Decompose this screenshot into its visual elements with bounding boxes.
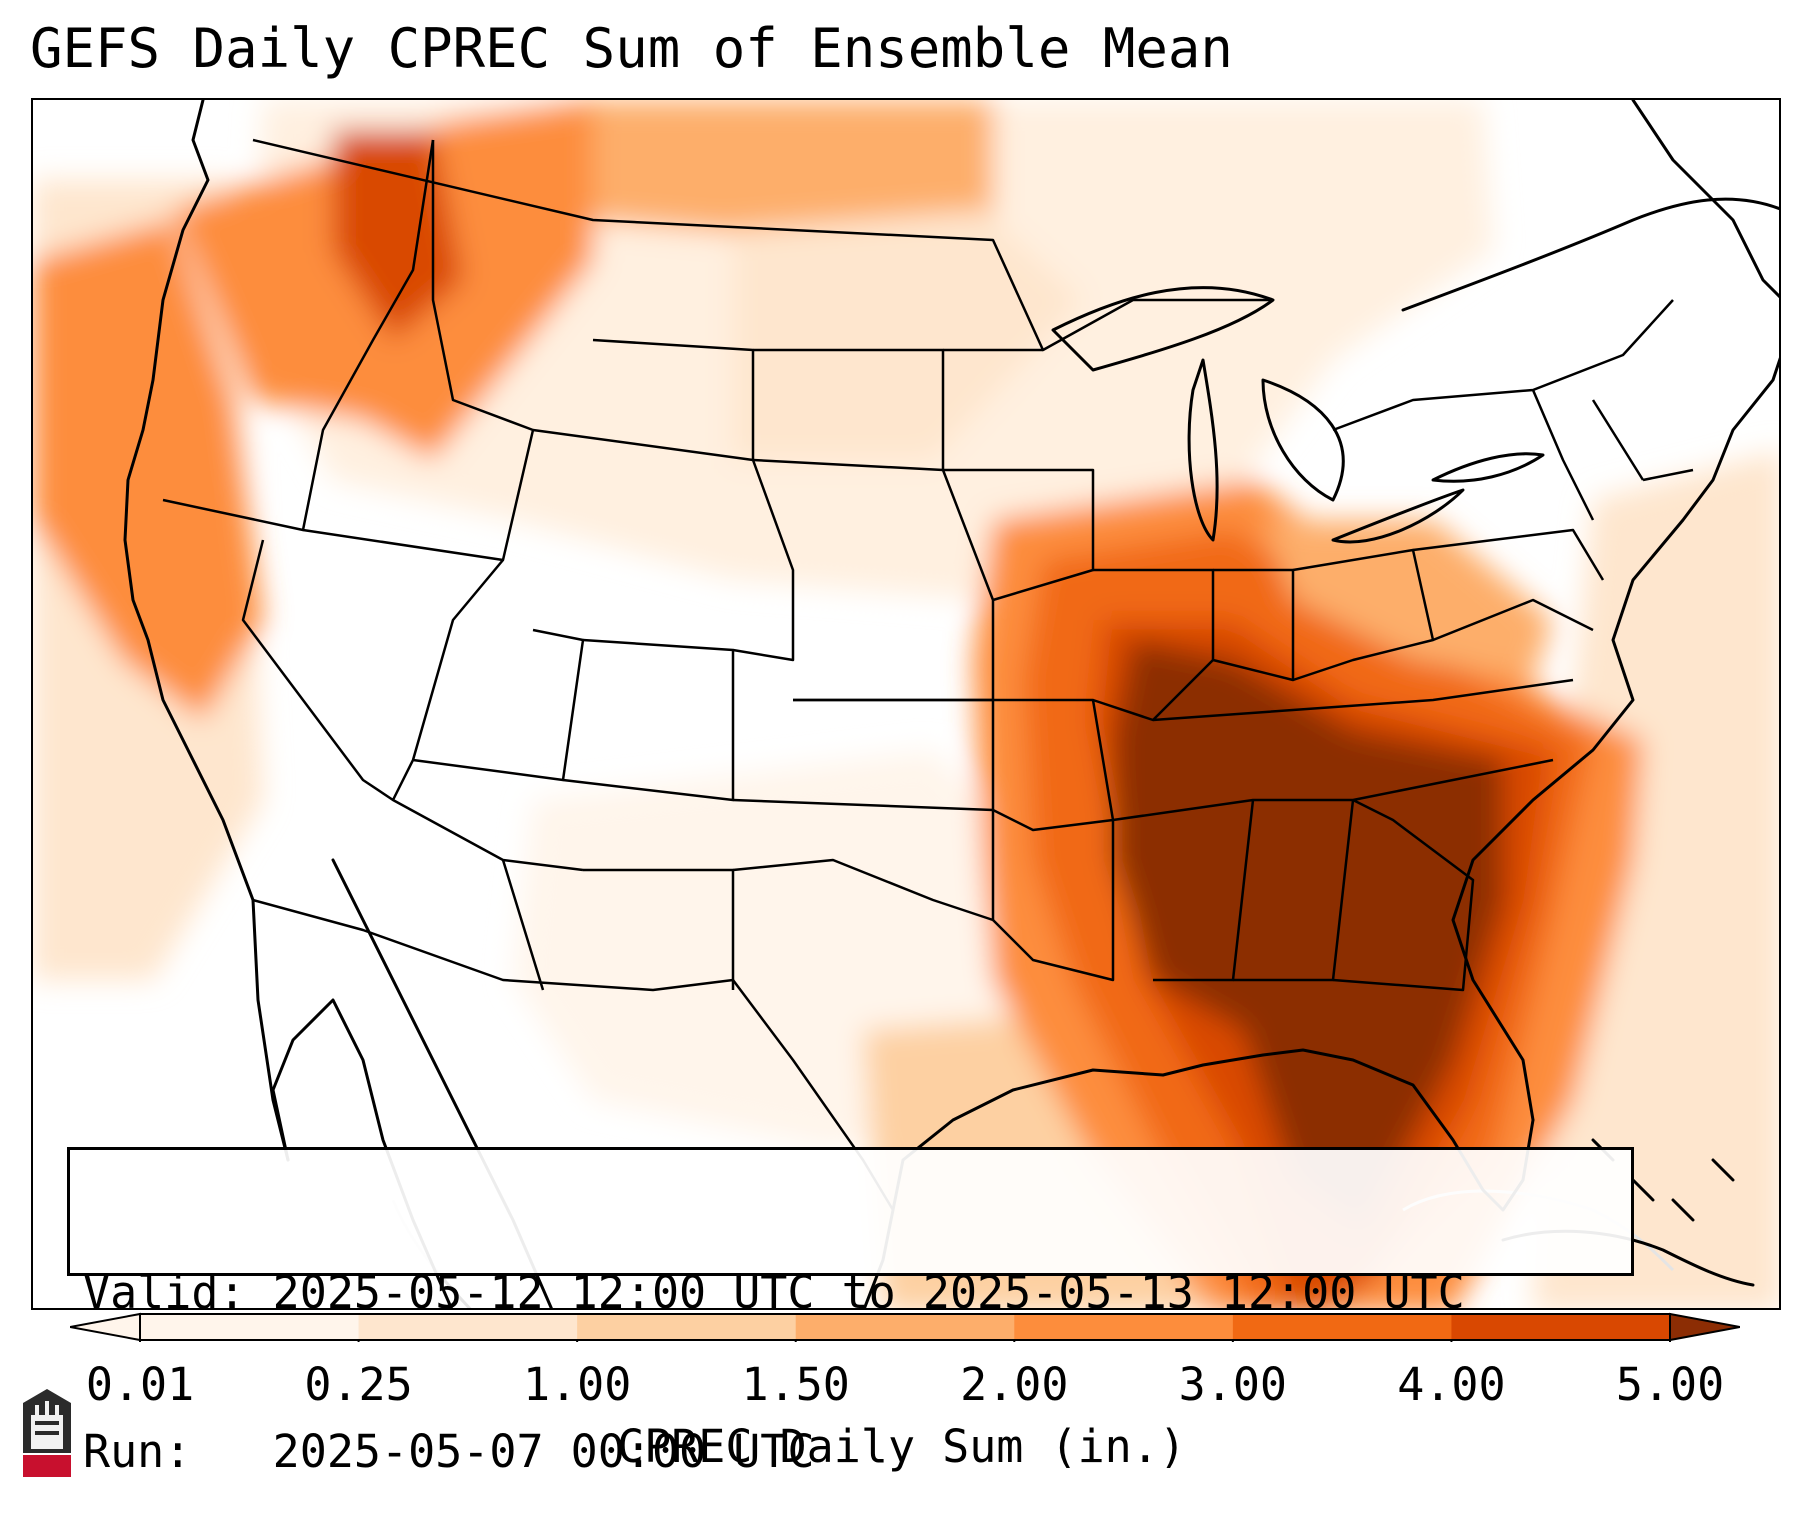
colorbar-tick-label: 1.00 — [522, 1358, 632, 1411]
precip-north-plains — [733, 210, 1083, 460]
logo-graphic — [23, 1389, 71, 1477]
colorbar-tick-label: 1.50 — [741, 1358, 850, 1411]
colorbar-swatch — [795, 1314, 1015, 1340]
valid-time-text: Valid: 2025-05-12 12:00 UTC to 2025-05-1… — [83, 1266, 1465, 1319]
colorbar-swatch — [358, 1314, 578, 1340]
colorbar — [69, 1312, 1741, 1342]
colorbar-tick-label: 0.01 — [85, 1358, 195, 1411]
map-title: GEFS Daily CPREC Sum of Ensemble Mean — [30, 17, 1233, 80]
lake-huron — [1261, 378, 1345, 502]
colorbar-swatch — [577, 1314, 797, 1340]
colorbar-extend-high — [1669, 1312, 1741, 1342]
colorbar-swatch — [140, 1314, 360, 1340]
precip-montana — [593, 100, 993, 240]
lake-ontario — [1431, 452, 1545, 483]
run-time-text: Run: 2025-05-07 00:00 UTC — [83, 1425, 815, 1478]
colorbar-swatch — [1451, 1314, 1671, 1340]
precip-appalachian — [1263, 520, 1553, 680]
colorbar-outline — [139, 1313, 1671, 1341]
precip-map — [31, 98, 1781, 1310]
niu-logo — [19, 1385, 75, 1480]
colorbar-label: CPREC Daily Sum (in.) — [617, 1420, 1186, 1473]
colorbar-tick-label: 3.00 — [1178, 1358, 1288, 1411]
colorbar-swatch — [1014, 1314, 1234, 1340]
st-lawrence — [1401, 197, 1779, 312]
west-coastline — [123, 100, 290, 1162]
mexico-border — [252, 898, 895, 1211]
northeast-coastline — [1631, 100, 1779, 299]
colorbar-swatches — [69, 1312, 1741, 1342]
lake-michigan — [1187, 358, 1219, 542]
info-box: Valid: 2025-05-12 12:00 UTC to 2025-05-1… — [67, 1147, 1634, 1478]
precip-nw-coast — [33, 220, 263, 720]
lake-erie — [1331, 488, 1465, 544]
state-borders — [162, 138, 1694, 1211]
colorbar-tick-label: 2.00 — [960, 1358, 1069, 1411]
colorbar-swatch — [1232, 1314, 1452, 1340]
colorbar-extend-low — [69, 1312, 141, 1342]
colorbar-tick-label: 5.00 — [1615, 1358, 1725, 1411]
colorbar-tick-label: 4.00 — [1397, 1358, 1506, 1411]
colorbar-tick-label: 0.25 — [304, 1358, 413, 1411]
precip-ocean-east — [1533, 451, 1779, 1308]
precip-shading — [33, 100, 1779, 1308]
map-canvas — [33, 100, 1779, 1308]
